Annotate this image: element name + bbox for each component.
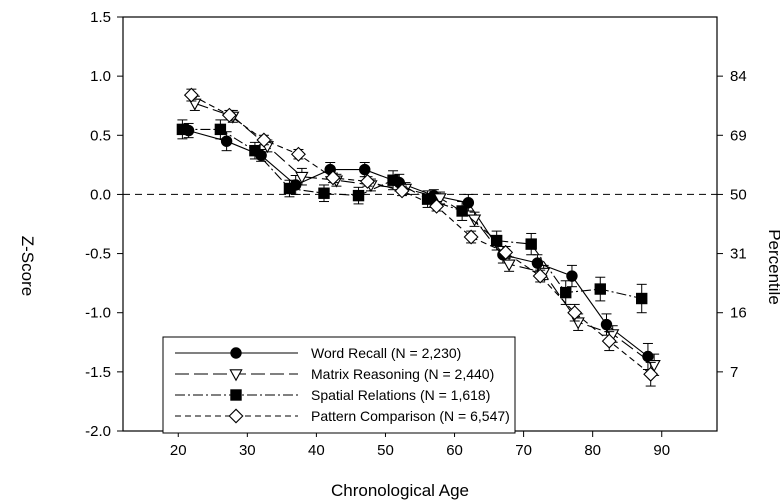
y-tick-label: 1.5 <box>90 9 111 26</box>
series-line <box>182 128 642 300</box>
y-tick-label: 1.0 <box>90 68 111 85</box>
percentile-tick-label: 69 <box>730 127 747 144</box>
data-point <box>214 123 227 136</box>
y-tick-label: -0.5 <box>85 246 111 263</box>
x-tick-label: 20 <box>170 442 187 459</box>
data-point <box>421 193 434 205</box>
data-point <box>360 173 375 189</box>
data-point <box>502 259 516 272</box>
data-point <box>290 146 306 162</box>
y-axis-label: Z-Score <box>18 236 37 296</box>
data-point <box>600 318 613 331</box>
data-point <box>647 360 661 373</box>
percentile-tick-label: 50 <box>730 186 747 203</box>
data-point <box>463 229 479 245</box>
y-tick-label: 0.5 <box>90 127 111 144</box>
data-point <box>594 283 606 295</box>
data-point <box>318 187 330 199</box>
data-point <box>352 189 365 202</box>
x-tick-label: 90 <box>653 442 670 459</box>
series-3 <box>176 119 648 314</box>
legend-marker <box>230 347 242 359</box>
data-point <box>359 163 371 176</box>
data-point <box>221 107 237 123</box>
right-axis-label: Percentile <box>765 229 780 305</box>
data-point <box>183 87 199 103</box>
y-tick-label: -1.0 <box>85 305 111 322</box>
x-tick-label: 30 <box>239 442 256 459</box>
series-layer <box>176 87 661 387</box>
legend-label: Pattern Comparison (N = 6,547) <box>311 408 510 424</box>
data-point <box>490 234 503 247</box>
x-tick-label: 40 <box>308 442 325 459</box>
data-point <box>249 144 261 157</box>
percentile-tick-label: 31 <box>730 246 747 263</box>
data-point <box>387 174 399 186</box>
data-point <box>643 366 659 382</box>
y-tick-label: -2.0 <box>85 423 111 440</box>
data-point <box>467 214 482 227</box>
axes-layer: -2.0 -1.5 -1.0 -0.5 0.0 0.5 1.0 1.5 20 30 40 50 60 70… <box>85 9 747 459</box>
y-tick-label: -1.5 <box>85 364 111 381</box>
series-line <box>191 94 652 375</box>
y-tick-label: 0.0 <box>90 186 111 203</box>
legend-marker <box>228 408 244 424</box>
data-point <box>176 123 189 136</box>
data-point <box>636 292 648 305</box>
percentile-tick-label: 84 <box>730 68 747 85</box>
x-tick-label: 80 <box>584 442 601 459</box>
data-point <box>433 193 447 206</box>
series-4 <box>183 87 659 387</box>
percentile-tick-label: 16 <box>730 305 747 322</box>
data-point <box>220 135 233 147</box>
series-line <box>188 130 649 357</box>
data-point <box>566 270 578 282</box>
series-line <box>194 102 655 366</box>
data-point <box>601 333 617 349</box>
data-point <box>498 244 514 260</box>
legend-marker <box>230 389 242 401</box>
data-point <box>283 182 296 195</box>
data-point <box>256 132 272 148</box>
data-point <box>295 171 309 185</box>
data-point <box>567 305 583 321</box>
data-point <box>560 286 572 299</box>
data-point <box>325 170 341 186</box>
x-tick-label: 60 <box>446 442 463 459</box>
data-point <box>394 183 410 199</box>
data-point <box>531 257 544 269</box>
legend-label: Matrix Reasoning (N = 2,440) <box>311 366 494 382</box>
x-tick-label: 70 <box>515 442 532 459</box>
data-point <box>456 205 468 217</box>
data-point <box>429 198 445 214</box>
series-1 <box>182 122 654 370</box>
percentile-tick-label: 7 <box>730 364 738 381</box>
x-tick-label: 50 <box>377 442 394 459</box>
data-point <box>532 268 548 284</box>
legend: Word Recall (N = 2,230) Matrix Reasoning … <box>162 336 516 434</box>
x-axis-label: Chronological Age <box>331 481 469 500</box>
legend-label: Word Recall (N = 2,230) <box>311 345 461 361</box>
data-point <box>525 238 537 250</box>
legend-marker <box>229 369 243 382</box>
legend-label: Spatial Relations (N = 1,618) <box>311 387 490 403</box>
